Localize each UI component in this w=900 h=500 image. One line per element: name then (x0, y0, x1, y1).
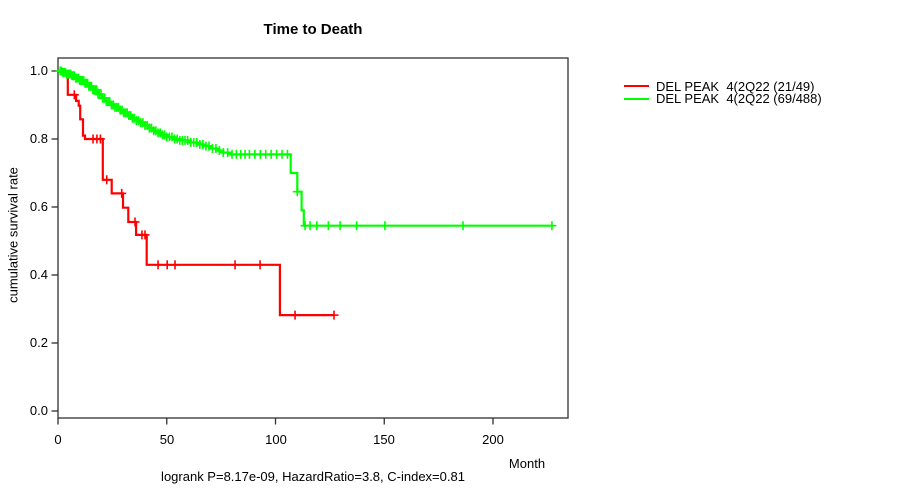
legend-label: DEL PEAK 4(2Q22 (69/488) (656, 91, 822, 107)
legend-item: DEL PEAK 4(2Q22 (69/488) (624, 91, 822, 107)
y-tick-label: 0.6 (29, 199, 48, 214)
y-tick-label: 0.0 (29, 403, 48, 418)
y-tick-label: 0.4 (29, 267, 48, 282)
x-axis-label: Month (508, 456, 546, 471)
x-tick-label: 150 (373, 432, 395, 447)
y-tick-label: 0.2 (29, 335, 48, 350)
stats-caption: logrank P=8.17e-09, HazardRatio=3.8, C-i… (161, 469, 465, 484)
legend-line-red (624, 85, 649, 88)
x-tick-label: 100 (265, 432, 287, 447)
legend-label: DEL PEAK 4(2Q22 (21/49) (656, 78, 815, 94)
y-tick-label: 1.0 (29, 63, 48, 78)
x-tick-label: 0 (54, 432, 62, 447)
y-tick-label: 0.8 (29, 131, 48, 146)
legend-line-green (624, 97, 649, 100)
legend: DEL PEAK 4(2Q22 (21/49) DEL PEAK 4(2Q22 … (624, 78, 822, 107)
chart-title: Time to Death (263, 21, 363, 38)
survival-curve (58, 69, 552, 227)
survival-curve (58, 69, 335, 317)
x-tick-label: 50 (159, 432, 175, 447)
y-axis-label: cumulative survival rate (5, 167, 21, 303)
x-tick-label: 200 (482, 432, 504, 447)
plot-box (57, 57, 569, 419)
survival-series-red (58, 69, 339, 320)
censor-marks (55, 66, 557, 231)
legend-item: DEL PEAK 4(2Q22 (21/49) (624, 78, 822, 94)
censor-marks (69, 90, 339, 320)
survival-series-green (55, 66, 557, 231)
